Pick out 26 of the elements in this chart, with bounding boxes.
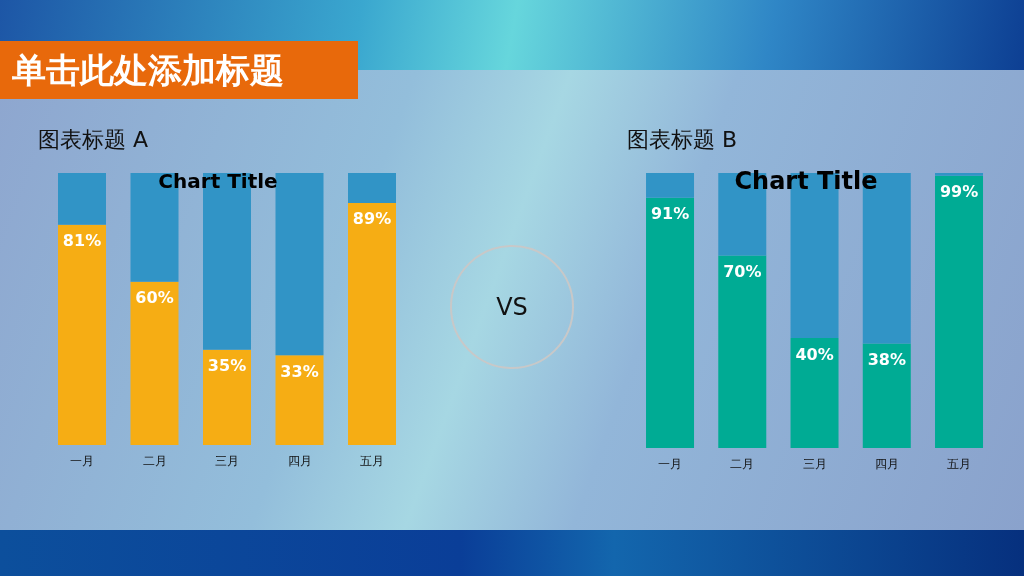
text: VS (496, 293, 528, 321)
chart-subtitle: Chart Title (158, 169, 278, 193)
x-tick-label: 五月 (947, 457, 972, 471)
chart-title: 图表标题 A (38, 126, 149, 152)
chart-title: 图表标题 B (627, 126, 738, 152)
data-label: 91% (650, 204, 690, 224)
chart-subtitle: Chart Title (734, 167, 878, 195)
x-tick-label: 四月 (874, 457, 899, 471)
x-tick-label: 二月 (730, 457, 755, 471)
x-tick-label: 三月 (802, 457, 827, 471)
data-label: 89% (352, 209, 392, 229)
x-tick-label: 二月 (142, 454, 167, 468)
data-label: 40% (795, 344, 834, 364)
data-label: 60% (135, 288, 174, 308)
data-label: 33% (280, 361, 319, 381)
x-tick-label: 四月 (287, 454, 312, 468)
data-label: 70% (723, 262, 762, 281)
x-tick-label: 一月 (70, 454, 94, 468)
data-label: 81% (62, 231, 102, 251)
x-tick-label: 五月 (360, 454, 384, 468)
x-tick-label: 三月 (215, 454, 239, 468)
data-label: 38% (867, 350, 906, 369)
title-banner: 单击此处添加标题 (0, 41, 358, 99)
x-tick-label: 一月 (658, 457, 683, 471)
data-label: 99% (939, 182, 979, 202)
data-label: 35% (207, 356, 247, 376)
